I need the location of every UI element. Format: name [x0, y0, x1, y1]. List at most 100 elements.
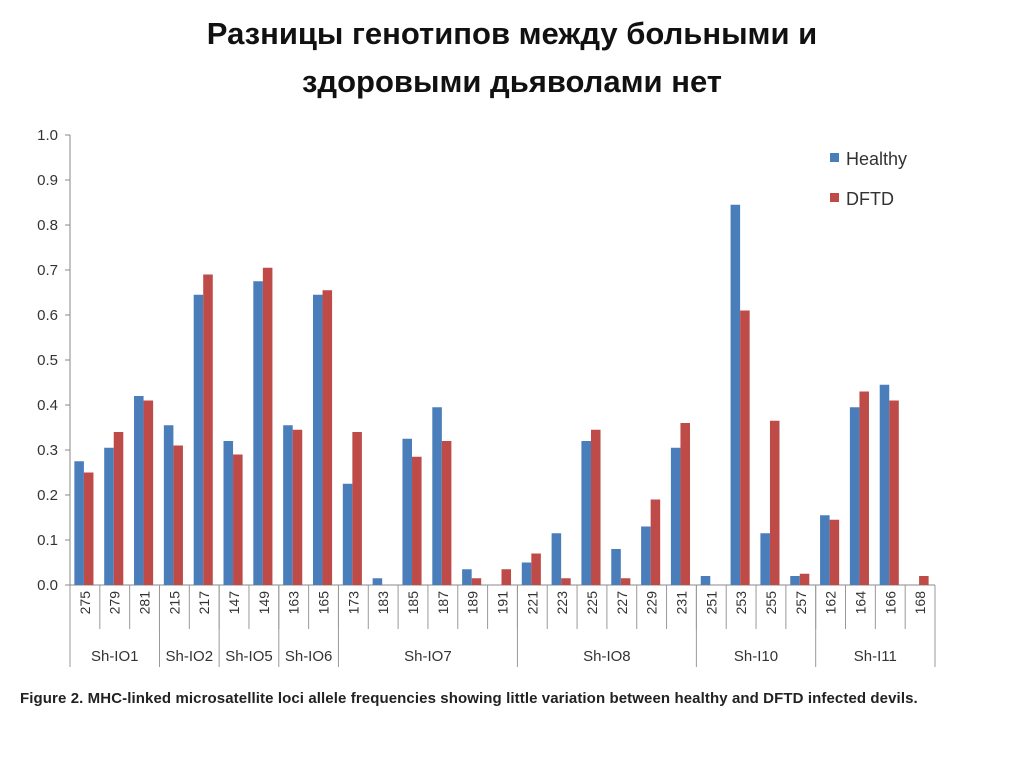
- bar-healthy: [372, 578, 383, 585]
- x-tick-label: 279: [107, 591, 123, 615]
- y-tick-label: 1.0: [37, 127, 58, 144]
- bar-healthy: [462, 569, 472, 585]
- bar-dftd: [233, 454, 243, 585]
- x-tick-label: 164: [852, 591, 868, 615]
- group-label: Sh-IO2: [166, 648, 214, 665]
- y-tick-label: 0.6: [37, 307, 58, 324]
- bar-dftd: [829, 519, 840, 585]
- bar-dftd: [262, 267, 273, 585]
- x-tick-label: 168: [912, 591, 928, 615]
- x-tick-label: 187: [435, 591, 451, 615]
- bar-healthy: [730, 204, 741, 585]
- bar-healthy: [551, 533, 562, 585]
- x-tick-label: 147: [226, 591, 242, 615]
- x-tick-label: 275: [77, 591, 93, 615]
- bar-dftd: [441, 441, 452, 585]
- bar-dftd: [859, 391, 869, 585]
- bar-healthy: [104, 447, 114, 585]
- bar-healthy: [670, 447, 681, 585]
- legend-label-healthy: Healthy: [846, 149, 907, 169]
- bar-dftd: [352, 432, 362, 585]
- bar-healthy: [432, 407, 442, 585]
- x-tick-label: 231: [673, 591, 689, 615]
- legend-swatch-dftd: [830, 193, 839, 202]
- bar-dftd: [83, 472, 94, 585]
- x-tick-label: 163: [286, 591, 302, 615]
- group-label: Sh-I10: [734, 648, 778, 665]
- slide-title: Разницы генотипов между больными и здоро…: [0, 10, 1024, 106]
- bar-healthy: [790, 576, 800, 585]
- x-tick-label: 189: [465, 591, 481, 615]
- bar-healthy: [611, 549, 621, 585]
- x-tick-label: 185: [405, 591, 421, 615]
- group-label: Sh-I11: [854, 648, 897, 665]
- x-tick-label: 255: [763, 591, 779, 615]
- group-label: Sh-IO5: [225, 648, 273, 665]
- x-tick-label: 229: [644, 591, 660, 615]
- bar-dftd: [769, 420, 780, 585]
- y-tick-label: 0.4: [37, 397, 58, 414]
- bar-healthy: [849, 407, 860, 585]
- bar-dftd: [620, 578, 631, 585]
- x-tick-label: 253: [733, 591, 749, 615]
- bar-healthy: [74, 461, 84, 585]
- x-tick-label: 162: [823, 591, 839, 615]
- x-tick-label: 221: [524, 591, 540, 615]
- bar-healthy: [700, 576, 711, 585]
- y-tick-label: 0.8: [37, 217, 58, 234]
- group-label: Sh-IO1: [91, 648, 139, 665]
- bar-healthy: [283, 425, 293, 585]
- bar-dftd: [650, 499, 661, 585]
- bar-healthy: [641, 526, 651, 585]
- x-tick-label: 257: [793, 591, 809, 615]
- x-tick-label: 225: [584, 591, 600, 615]
- bar-healthy: [820, 515, 830, 585]
- x-tick-label: 251: [703, 591, 719, 615]
- bar-healthy: [521, 562, 532, 585]
- x-tick-label: 165: [316, 591, 332, 615]
- bar-dftd: [471, 578, 482, 585]
- x-tick-label: 215: [166, 591, 182, 615]
- y-tick-label: 0.0: [37, 577, 58, 594]
- x-tick-label: 173: [345, 591, 361, 615]
- bar-healthy: [581, 441, 591, 585]
- bar-healthy: [342, 483, 353, 585]
- bar-healthy: [193, 294, 204, 585]
- bar-dftd: [322, 290, 333, 585]
- bar-healthy: [253, 281, 263, 585]
- bar-dftd: [203, 274, 213, 585]
- bar-dftd: [173, 445, 183, 585]
- y-tick-label: 0.5: [37, 352, 58, 369]
- bar-dftd: [799, 573, 810, 585]
- bar-dftd: [740, 310, 750, 585]
- x-tick-label: 166: [882, 591, 898, 615]
- title-line-1: Разницы генотипов между больными и: [206, 16, 818, 51]
- bar-dftd: [143, 400, 154, 585]
- title-line-2: здоровыми дьяволами нет: [302, 64, 722, 99]
- bar-healthy: [134, 396, 144, 585]
- group-label: Sh-IO8: [583, 648, 631, 665]
- x-tick-label: 149: [256, 591, 272, 615]
- bar-dftd: [919, 576, 929, 585]
- y-tick-label: 0.2: [37, 487, 58, 504]
- figure-caption: Figure 2. MHC-linked microsatellite loci…: [20, 690, 918, 707]
- x-tick-label: 281: [137, 591, 153, 615]
- y-tick-label: 0.7: [37, 262, 58, 279]
- bar-healthy: [879, 384, 890, 585]
- y-tick-label: 0.9: [37, 172, 58, 189]
- bar-healthy: [163, 425, 174, 585]
- bar-dftd: [292, 429, 303, 585]
- bar-healthy: [760, 533, 770, 585]
- bar-healthy: [223, 441, 234, 585]
- x-tick-label: 223: [554, 591, 570, 615]
- x-tick-label: 227: [614, 591, 630, 615]
- bar-healthy: [402, 438, 413, 585]
- bar-dftd: [561, 578, 571, 585]
- x-tick-label: 217: [196, 591, 212, 615]
- legend-label-dftd: DFTD: [846, 189, 894, 209]
- bar-dftd: [680, 423, 691, 585]
- group-label: Sh-IO6: [285, 648, 333, 665]
- y-tick-label: 0.3: [37, 442, 58, 459]
- bar-dftd: [531, 553, 541, 585]
